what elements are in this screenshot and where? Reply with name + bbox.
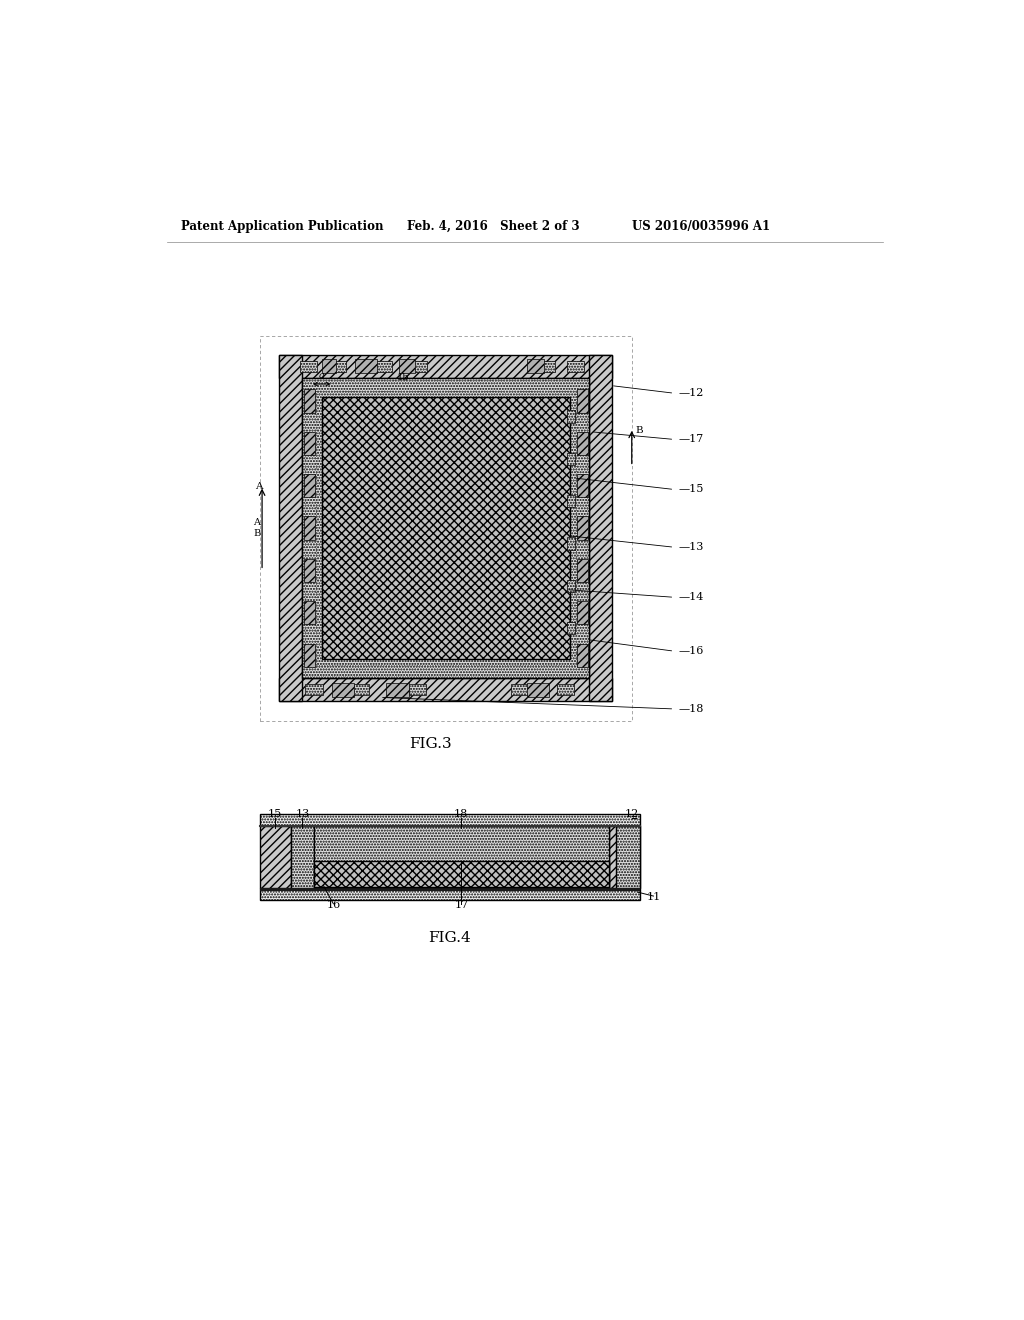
Text: B: B: [636, 426, 643, 434]
Bar: [566, 360, 584, 372]
Bar: [577, 474, 588, 498]
Text: —18: —18: [678, 704, 703, 714]
Text: 16: 16: [327, 900, 341, 909]
Bar: [304, 474, 314, 498]
Text: Feb. 4, 2016   Sheet 2 of 3: Feb. 4, 2016 Sheet 2 of 3: [407, 219, 580, 232]
Bar: [304, 601, 314, 624]
Bar: [300, 360, 317, 372]
Bar: [322, 397, 569, 659]
Text: 15: 15: [268, 809, 283, 818]
Text: 1b: 1b: [397, 374, 410, 383]
Bar: [260, 826, 291, 888]
Bar: [304, 516, 314, 540]
Bar: [567, 622, 575, 635]
Text: 18: 18: [454, 809, 468, 818]
Bar: [538, 360, 555, 372]
Text: —12: —12: [678, 388, 703, 399]
Bar: [280, 355, 612, 378]
Text: a: a: [318, 371, 325, 380]
Bar: [577, 558, 588, 582]
Bar: [315, 391, 575, 665]
Bar: [304, 389, 314, 412]
Text: —15: —15: [678, 484, 703, 495]
Bar: [557, 684, 574, 696]
Bar: [305, 380, 587, 676]
Text: 12: 12: [625, 809, 639, 818]
Bar: [577, 389, 588, 412]
Bar: [260, 888, 640, 900]
Bar: [410, 360, 427, 372]
Text: A
B: A B: [253, 519, 260, 537]
Bar: [577, 516, 588, 540]
Bar: [616, 826, 640, 888]
Bar: [567, 579, 575, 591]
Bar: [302, 378, 589, 678]
Bar: [511, 684, 528, 696]
Bar: [595, 884, 608, 888]
Bar: [386, 682, 410, 697]
Bar: [375, 360, 392, 372]
Bar: [305, 684, 323, 696]
Bar: [280, 678, 612, 701]
Text: 11: 11: [646, 892, 660, 903]
Bar: [304, 432, 314, 455]
Bar: [355, 359, 377, 374]
Text: 13: 13: [295, 809, 309, 818]
Bar: [567, 537, 575, 549]
Text: 17: 17: [455, 900, 468, 909]
Text: —17: —17: [678, 434, 703, 445]
Text: —14: —14: [678, 593, 703, 602]
Text: —13: —13: [678, 543, 703, 552]
Bar: [304, 644, 314, 667]
Bar: [260, 888, 640, 891]
Bar: [577, 432, 588, 455]
Bar: [577, 601, 588, 624]
Bar: [577, 644, 588, 667]
Bar: [291, 826, 314, 888]
Bar: [332, 682, 353, 697]
Bar: [314, 861, 608, 887]
Bar: [608, 826, 640, 888]
Bar: [589, 355, 612, 701]
Bar: [527, 359, 544, 374]
Bar: [280, 355, 302, 701]
Text: Patent Application Publication: Patent Application Publication: [180, 219, 383, 232]
Text: FIG.3: FIG.3: [409, 737, 452, 751]
Bar: [314, 884, 328, 888]
Bar: [527, 682, 549, 697]
Bar: [314, 826, 608, 888]
Bar: [322, 359, 336, 374]
Bar: [399, 359, 415, 374]
Bar: [567, 453, 575, 465]
Bar: [352, 684, 369, 696]
Text: —16: —16: [678, 647, 703, 656]
Bar: [329, 360, 346, 372]
Text: A: A: [255, 482, 263, 491]
Bar: [567, 495, 575, 507]
Text: US 2016/0035996 A1: US 2016/0035996 A1: [632, 219, 770, 232]
Bar: [409, 684, 426, 696]
Text: FIG.4: FIG.4: [428, 932, 471, 945]
Bar: [260, 814, 640, 826]
Bar: [260, 335, 632, 721]
Bar: [567, 411, 575, 422]
Bar: [304, 558, 314, 582]
